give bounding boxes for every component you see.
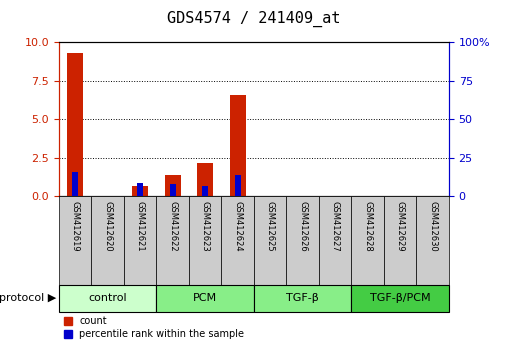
FancyBboxPatch shape [124, 196, 156, 285]
Bar [165, 175, 181, 196]
Bar [229, 95, 246, 196]
FancyBboxPatch shape [156, 285, 254, 312]
Text: GSM412623: GSM412623 [201, 201, 210, 252]
FancyBboxPatch shape [417, 196, 449, 285]
Text: control: control [88, 293, 127, 303]
Bar [67, 53, 83, 196]
FancyBboxPatch shape [91, 196, 124, 285]
Text: GSM412624: GSM412624 [233, 201, 242, 252]
Bar [202, 186, 208, 196]
FancyBboxPatch shape [351, 196, 384, 285]
Text: GSM412626: GSM412626 [298, 201, 307, 252]
Text: GSM412627: GSM412627 [331, 201, 340, 252]
Bar [72, 172, 78, 196]
Text: GSM412622: GSM412622 [168, 201, 177, 252]
FancyBboxPatch shape [156, 196, 189, 285]
FancyBboxPatch shape [59, 285, 156, 312]
Text: PCM: PCM [193, 293, 218, 303]
Text: GSM412630: GSM412630 [428, 201, 437, 252]
Text: GDS4574 / 241409_at: GDS4574 / 241409_at [167, 11, 341, 27]
Text: GSM412619: GSM412619 [71, 201, 80, 252]
Text: GSM412621: GSM412621 [136, 201, 145, 252]
Bar [197, 162, 213, 196]
FancyBboxPatch shape [286, 196, 319, 285]
Text: GSM412628: GSM412628 [363, 201, 372, 252]
FancyBboxPatch shape [254, 196, 286, 285]
Text: GSM412629: GSM412629 [396, 201, 405, 252]
Text: protocol ▶: protocol ▶ [0, 293, 56, 303]
Bar [132, 186, 148, 196]
Bar [235, 175, 241, 196]
Text: TGF-β/PCM: TGF-β/PCM [370, 293, 430, 303]
Bar [170, 184, 175, 196]
Text: GSM412620: GSM412620 [103, 201, 112, 252]
FancyBboxPatch shape [319, 196, 351, 285]
FancyBboxPatch shape [384, 196, 417, 285]
FancyBboxPatch shape [222, 196, 254, 285]
FancyBboxPatch shape [189, 196, 222, 285]
FancyBboxPatch shape [351, 285, 449, 312]
Legend: count, percentile rank within the sample: count, percentile rank within the sample [64, 316, 244, 339]
FancyBboxPatch shape [254, 285, 351, 312]
FancyBboxPatch shape [59, 196, 91, 285]
Bar [137, 183, 143, 196]
Text: GSM412625: GSM412625 [266, 201, 274, 252]
Text: TGF-β: TGF-β [286, 293, 319, 303]
